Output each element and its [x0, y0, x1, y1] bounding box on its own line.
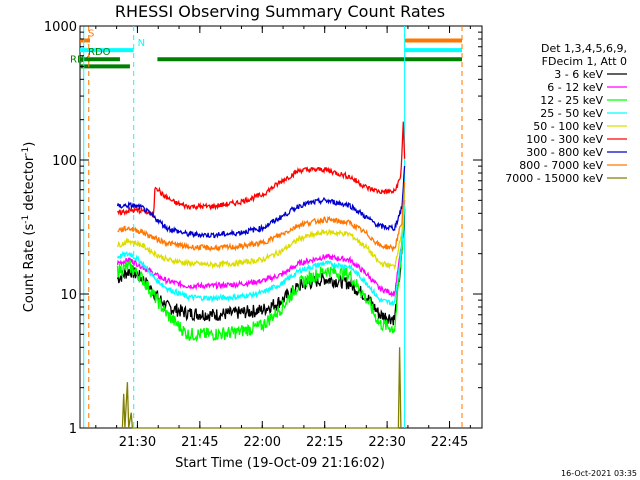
flag-label-s: S — [88, 28, 94, 39]
y-tick-label: 1 — [69, 422, 77, 437]
series-line-6-12-keV — [116, 199, 406, 298]
legend-label: 300 - 800 keV — [526, 146, 603, 159]
legend-label: 100 - 300 keV — [526, 133, 603, 146]
x-tick-label: 22:00 — [244, 435, 281, 450]
series-lines — [116, 121, 406, 429]
series-line-50-100-keV — [116, 192, 406, 271]
legend-label: 50 - 100 keV — [533, 120, 603, 133]
flag-label-rdo: RDO — [88, 47, 111, 58]
series-line-800-7000-keV — [117, 181, 406, 253]
legend-label: 25 - 50 keV — [540, 107, 603, 120]
flag-label-n: N — [138, 38, 145, 49]
x-tick-label: 22:15 — [306, 435, 343, 450]
series-line-100-300-keV — [117, 121, 406, 218]
axis-ticks: 21:30 21:45 22:00 22:15 22:30 22:45 1 10 100 1000 — [44, 20, 482, 450]
legend-label: 3 - 6 keV — [554, 68, 603, 81]
y-tick-label: 100 — [52, 154, 77, 169]
y-tick-label: 10 — [60, 288, 77, 303]
y-tick-label: 1000 — [44, 20, 77, 35]
y-label-part-1: Count Rate (s — [22, 224, 37, 313]
generation-timestamp: 16-Oct-2021 03:35 — [561, 469, 637, 478]
legend: Det 1,3,4,5,6,9, FDecim 1, Att 0 3 - 6 k… — [505, 42, 627, 185]
legend-label: 800 - 7000 keV — [519, 159, 603, 172]
legend-label: 6 - 12 keV — [547, 81, 603, 94]
x-axis-label: Start Time (19-Oct-09 21:16:02) — [175, 456, 385, 471]
series-line-300-800-keV — [116, 165, 406, 239]
y-label-part-2: detector — [22, 155, 37, 215]
plot-frame — [79, 25, 483, 429]
x-tick-label: 21:30 — [119, 435, 156, 450]
series-line-7000-15000-keV — [121, 347, 402, 429]
legend-header-line-1: Det 1,3,4,5,6,9, — [541, 42, 627, 55]
flag-label-rd4: RD4 — [70, 54, 91, 65]
x-tick-label: 21:45 — [181, 435, 218, 450]
y-axis-label: Count Rate (s-1 detector-1) — [21, 142, 37, 313]
y-label-exp-2: -1 — [21, 147, 31, 156]
reference-lines — [83, 26, 463, 428]
legend-header-line-2: FDecim 1, Att 0 — [542, 55, 627, 68]
legend-label: 12 - 25 keV — [540, 94, 603, 107]
y-label-exp-1: -1 — [21, 215, 31, 224]
series-line-25-50-keV — [116, 204, 406, 306]
chart-title: RHESSI Observing Summary Count Rates — [115, 2, 445, 21]
series-line-12-25-keV — [116, 208, 406, 343]
x-tick-label: 22:45 — [431, 435, 468, 450]
legend-label: 7000 - 15000 keV — [505, 172, 603, 185]
x-tick-label: 22:30 — [368, 435, 405, 450]
y-label-part-3: ) — [22, 142, 37, 147]
